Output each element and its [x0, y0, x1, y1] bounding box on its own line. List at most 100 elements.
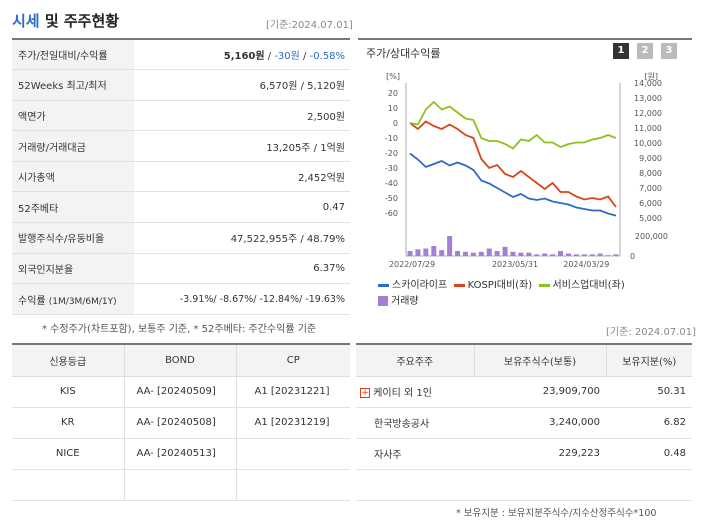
- credit-bond: AA- [20240508]: [123, 407, 236, 439]
- table-row: [356, 469, 692, 501]
- holder-shares: 3,240,000: [474, 407, 606, 439]
- credit-header: 신용등급: [12, 343, 124, 377]
- market-row: 수익률 (1M/3M/6M/1Y) -3.91%/ -8.67%/ -12.84…: [12, 283, 350, 315]
- holders-header: 보유지분(%): [605, 343, 692, 377]
- series-line: [409, 100, 617, 150]
- header-date: [기준:2024.07.01]: [266, 20, 353, 31]
- empty-cell: [606, 469, 692, 501]
- table-row: + 케이티 외 1인 23,909,700 50.31: [356, 376, 692, 408]
- returns-sublabel: (1M/3M/6M/1Y): [48, 296, 117, 307]
- legend-label: 스카이라이프: [392, 280, 448, 291]
- right-tick-label: 11,000: [634, 124, 662, 133]
- volume-bar: [462, 251, 468, 256]
- relative-return-chart: [%] [원] 20 10 0 -10 -20 -30 -40 -50 -60 14,000 13,00…: [385, 72, 668, 269]
- price-rate: -0.58%: [309, 51, 345, 63]
- right-tick-label: 7,000: [639, 184, 662, 193]
- holders-date: [기준: 2024.07.01]: [606, 327, 697, 338]
- holder-name: 한국방송공사: [356, 407, 474, 439]
- holders-header-row: 주요주주 보유주식수(보통) 보유지분(%): [356, 343, 692, 377]
- table-row: KR AA- [20240508] A1 [20231219]: [12, 407, 350, 439]
- volume-bar: [589, 254, 595, 256]
- holders-note: * 보유지분 : 보유지분주식수/지수산정주식수*100: [456, 508, 657, 519]
- holder-name: 자사주: [356, 438, 474, 470]
- volume-bar: [518, 252, 524, 256]
- credit-cp: [235, 438, 350, 470]
- right-tick-label: 6,000: [639, 199, 662, 208]
- left-tick-label: -10: [385, 134, 398, 143]
- market-row: 주가/전일대비/수익률 5,160원 / -30원 / -0.58%: [12, 38, 350, 71]
- market-label: 발행주식수/유동비율: [12, 222, 134, 254]
- credit-bond: AA- [20240513]: [123, 438, 236, 470]
- credit-bond: AA- [20240509]: [123, 376, 236, 408]
- right-tick-label: 13,000: [634, 94, 662, 103]
- empty-cell: [474, 469, 606, 501]
- chart-panel: [358, 38, 692, 316]
- market-row: 액면가 2,500원: [12, 100, 350, 132]
- right-tick-label: 8,000: [639, 169, 662, 178]
- legend-label: 서비스업대비(좌): [552, 280, 625, 291]
- left-unit-label: [%]: [386, 72, 400, 81]
- credit-header: BOND: [123, 343, 236, 377]
- volume-bar: [542, 253, 548, 256]
- price-change: -30원: [274, 51, 300, 63]
- volume-bar: [486, 248, 492, 256]
- market-row: 거래량/거래대금 13,205주 / 1억원: [12, 130, 350, 162]
- volume-bar: [407, 251, 413, 256]
- market-value: 5,160원 / -30원 / -0.58%: [134, 38, 350, 71]
- market-label: 52주베타: [12, 191, 134, 224]
- volume-bar: [565, 253, 571, 256]
- credit-agency: KR: [12, 407, 124, 439]
- credit-header: CP: [235, 343, 350, 377]
- volume-bar: [439, 250, 445, 256]
- market-value: 6.37%: [134, 253, 350, 285]
- empty-cell: [356, 469, 474, 501]
- credit-cp: A1 [20231221]: [235, 376, 350, 408]
- market-label: 시가총액: [12, 161, 134, 193]
- volume-bar: [573, 254, 579, 256]
- market-row: 시가총액 2,452억원: [12, 161, 350, 193]
- volume-bar: [415, 249, 421, 256]
- market-label: 외국인지분율: [12, 253, 134, 285]
- credit-table: 신용등급 BOND CP KIS AA- [20240509] A1 [2023…: [12, 343, 350, 501]
- legend-item: 서비스업대비(좌): [538, 280, 625, 291]
- right-tick-label: 5,000: [639, 214, 662, 223]
- market-label: 주가/전일대비/수익률: [12, 38, 134, 71]
- table-row: NICE AA- [20240513]: [12, 438, 350, 470]
- expand-plus-icon[interactable]: +: [360, 388, 370, 398]
- title-part2: 및 주주현황: [39, 12, 120, 30]
- legend-item: KOSPI대비(좌): [453, 280, 532, 291]
- holders-table: 주요주주 보유주식수(보통) 보유지분(%) + 케이티 외 1인 23,909…: [356, 343, 692, 501]
- page-title: 시세 및 주주현황: [12, 10, 119, 31]
- holder-name-cell[interactable]: + 케이티 외 1인: [356, 376, 474, 408]
- holder-ratio: 50.31: [606, 376, 692, 408]
- table-row: 한국방송공사 3,240,000 6.82: [356, 407, 692, 439]
- credit-cp: A1 [20231219]: [235, 407, 350, 439]
- volume-bar: [470, 252, 476, 256]
- credit-agency: KIS: [12, 376, 124, 408]
- holders-header: 주요주주: [356, 343, 474, 377]
- empty-cell: [12, 469, 124, 501]
- title-part1: 시세: [12, 12, 40, 30]
- volume-bar: [502, 246, 508, 256]
- sep2: /: [299, 51, 310, 63]
- left-tick-label: -40: [385, 179, 398, 188]
- volume-tick-label: 0: [630, 252, 635, 261]
- chart-page-1-button[interactable]: 1: [613, 43, 629, 59]
- x-tick-label: 2024/03/29: [563, 260, 609, 269]
- volume-bar: [597, 253, 603, 256]
- credit-header-row: 신용등급 BOND CP: [12, 343, 350, 377]
- chart-page-3-button[interactable]: 3: [661, 43, 677, 59]
- x-tick-label: 2022/07/29: [389, 260, 435, 269]
- left-tick-label: 0: [393, 119, 398, 128]
- holder-shares: 229,223: [474, 438, 606, 470]
- credit-agency: NICE: [12, 438, 124, 470]
- market-row: 52주베타 0.47: [12, 191, 350, 224]
- volume-bar: [431, 246, 437, 256]
- left-tick-label: 10: [388, 104, 398, 113]
- left-tick-label: 20: [388, 89, 398, 98]
- volume-bar: [613, 254, 619, 256]
- holders-header: 보유주식수(보통): [473, 343, 606, 377]
- chart-page-2-button[interactable]: 2: [637, 43, 653, 59]
- market-value: 47,522,955주 / 48.79%: [134, 222, 350, 254]
- volume-bar: [494, 251, 500, 256]
